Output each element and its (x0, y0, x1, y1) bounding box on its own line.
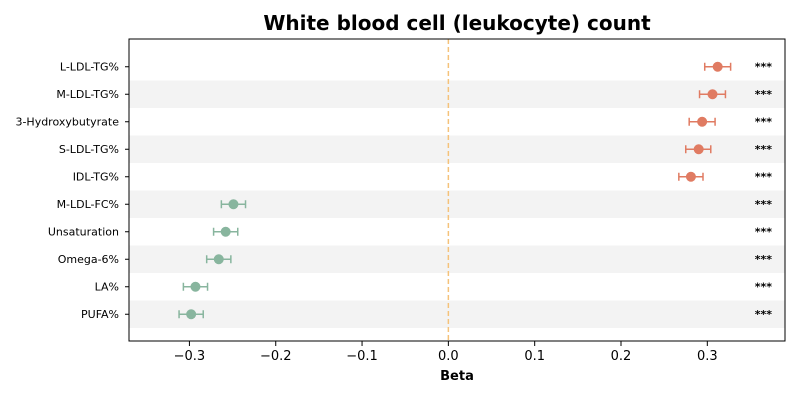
row-band (129, 80, 785, 108)
data-point (228, 199, 239, 210)
x-axis: −0.3 −0.2 −0.1 0.0 0.1 0.2 0.3 (174, 341, 718, 364)
significance-label: *** (755, 198, 773, 211)
x-tick-label: 0.2 (611, 349, 632, 364)
chart-title: White blood cell (leukocyte) count (263, 11, 651, 35)
x-tick-label: 0.3 (697, 349, 718, 364)
plot-frame (128, 38, 786, 342)
row-bands (129, 80, 785, 328)
significance-label: *** (755, 115, 773, 128)
significance-label: *** (755, 60, 773, 73)
data-point (186, 309, 197, 320)
x-axis-label: Beta (440, 369, 474, 384)
significance-label: *** (755, 170, 773, 183)
data-point (697, 116, 708, 127)
data-point (685, 171, 696, 182)
significance-label: *** (755, 143, 773, 156)
y-tick-label: PUFA% (81, 308, 119, 321)
data-point (693, 144, 704, 155)
data-point (190, 281, 201, 292)
row-band (129, 300, 785, 328)
y-tick-label: LA% (95, 280, 119, 293)
x-tick-label: 0.0 (438, 349, 459, 364)
data-marks: *** *** *** *** *** *** *** *** *** *** (178, 60, 773, 321)
y-tick-label: Unsaturation (48, 225, 119, 238)
y-tick-label: 3-Hydroxybutyrate (15, 115, 119, 128)
x-tick-label: −0.1 (346, 349, 378, 364)
row-band (129, 245, 785, 273)
significance-label: *** (755, 253, 773, 266)
y-tick-label: L-LDL-TG% (60, 60, 119, 73)
x-tick-label: −0.2 (260, 349, 292, 364)
y-tick-label: S-LDL-TG% (59, 143, 119, 156)
x-tick-label: 0.1 (524, 349, 545, 364)
row-band (129, 135, 785, 163)
significance-label: *** (755, 308, 773, 321)
y-tick-label: Omega-6% (58, 253, 119, 266)
significance-label: *** (755, 280, 773, 293)
x-tick-label: −0.3 (174, 349, 206, 364)
data-point (213, 254, 224, 265)
data-point (712, 61, 723, 72)
significance-label: *** (755, 225, 773, 238)
data-point (220, 226, 231, 237)
y-tick-label: M-LDL-FC% (57, 198, 119, 211)
y-tick-label: M-LDL-TG% (56, 88, 119, 101)
y-axis: L-LDL-TG% M-LDL-TG% 3-Hydroxybutyrate S-LDL… (15, 60, 129, 321)
significance-label: *** (755, 88, 773, 101)
y-tick-label: IDL-TG% (73, 170, 119, 183)
data-point (707, 89, 718, 100)
